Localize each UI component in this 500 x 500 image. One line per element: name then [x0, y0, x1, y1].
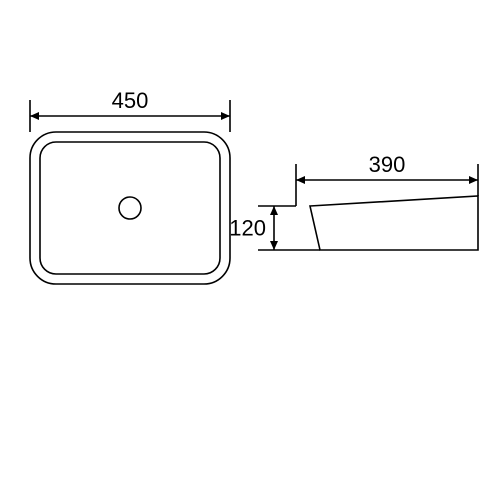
top-view: [30, 132, 230, 284]
dim-height-120: 120: [229, 216, 266, 241]
basin-side-profile: [310, 196, 478, 250]
basin-inner: [40, 142, 220, 274]
dim-width-450: 450: [112, 88, 149, 113]
drain-hole: [119, 197, 141, 219]
basin-outer: [30, 132, 230, 284]
dim-length-390: 390: [369, 152, 406, 177]
